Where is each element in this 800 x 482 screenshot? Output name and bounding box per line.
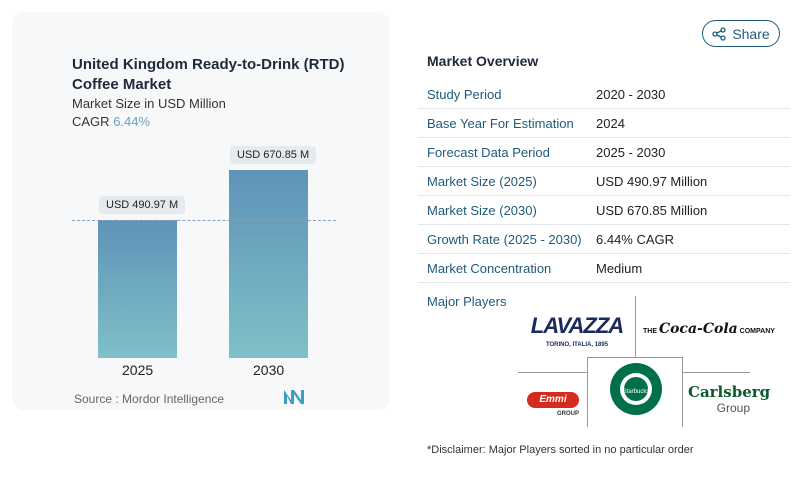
cagr-label: CAGR: [72, 114, 110, 129]
overview-row: Base Year For Estimation 2024: [418, 109, 790, 138]
bar-2030: [229, 170, 308, 358]
disclaimer: *Disclaimer: Major Players sorted in no …: [427, 444, 694, 456]
row-value: USD 670.85 Million: [596, 202, 708, 218]
mordor-logo-icon: [284, 390, 304, 404]
overview-row: Market Concentration Medium: [418, 254, 790, 283]
overview-row: Study Period 2020 - 2030: [418, 80, 790, 109]
source: Source : Mordor Intelligence: [74, 392, 225, 406]
row-value: USD 490.97 Million: [596, 173, 708, 189]
row-key: Market Size (2030): [427, 202, 537, 218]
starbucks-logo-icon: Starbucks: [610, 363, 662, 415]
overview-row: Market Size (2030) USD 670.85 Million: [418, 196, 790, 225]
row-value: Medium: [596, 260, 643, 276]
cagr-value: 6.44%: [113, 114, 151, 129]
share-label: Share: [732, 25, 770, 42]
overview-row: Forecast Data Period 2025 - 2030: [418, 138, 790, 167]
row-key: Market Concentration: [427, 260, 552, 276]
row-key: Study Period: [427, 86, 502, 102]
overview-title: Market Overview: [427, 53, 539, 69]
data-label: USD 670.85 M: [230, 146, 317, 164]
row-value: 2024: [596, 115, 625, 131]
data-label: USD 490.97 M: [99, 196, 186, 215]
row-key: Market Size (2025): [427, 173, 537, 189]
share-button[interactable]: Share: [702, 20, 780, 47]
row-value: 2025 - 2030: [596, 144, 666, 160]
chart-title: United Kingdom Ready-to-Drink (RTD) Coff…: [72, 56, 345, 93]
x-tick-label: 2030: [253, 362, 285, 378]
x-tick-label: 2025: [122, 362, 154, 378]
lavazza-logo: LAVAZZA TORINO, ITALIA, 1895: [530, 313, 624, 348]
row-key: Base Year For Estimation: [427, 115, 574, 131]
overview-row: Market Size (2025) USD 490.97 Million: [418, 167, 790, 196]
coca-cola-logo: THE Coca-Cola COMPANY: [643, 321, 775, 337]
row-value: 6.44% CAGR: [596, 231, 675, 247]
chart-card: [12, 12, 390, 410]
row-key: Forecast Data Period: [427, 144, 550, 160]
row-key: Growth Rate (2025 - 2030): [427, 231, 582, 247]
share-icon: [712, 26, 726, 41]
svg-text:Starbucks: Starbucks: [623, 389, 650, 395]
emmi-logo: Emmi GROUP: [527, 392, 579, 417]
row-value: 2020 - 2030: [596, 86, 666, 102]
cagr: CAGR 6.44%: [72, 114, 150, 129]
reference-line: [72, 220, 336, 221]
bar-2025: [98, 220, 177, 358]
carlsberg-logo: Carlsberg Group: [688, 383, 771, 415]
chart-subtitle: Market Size in USD Million: [72, 96, 226, 111]
major-players-label: Major Players: [427, 294, 507, 309]
overview-row: Growth Rate (2025 - 2030) 6.44% CAGR: [418, 225, 790, 254]
